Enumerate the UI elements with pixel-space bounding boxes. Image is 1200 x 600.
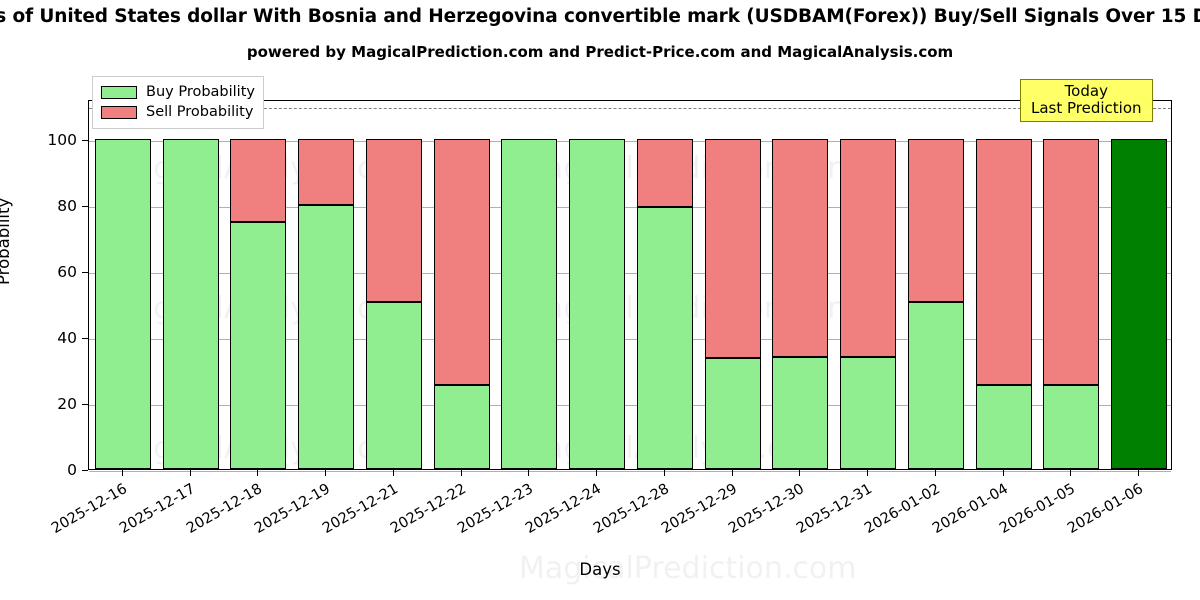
legend-label-buy: Buy Probability bbox=[146, 84, 255, 100]
legend-swatch-buy bbox=[101, 85, 137, 99]
x-tick-mark bbox=[257, 470, 259, 476]
bar-group[interactable] bbox=[298, 99, 355, 469]
bar-segment-buy[interactable] bbox=[365, 301, 422, 469]
chart-subtitle: powered by MagicalPrediction.com and Pre… bbox=[246, 43, 954, 61]
bar-segment-buy[interactable] bbox=[636, 206, 693, 469]
today-annotation: Today Last Prediction bbox=[1020, 79, 1153, 122]
bar-group[interactable] bbox=[704, 99, 761, 469]
y-tick-mark bbox=[82, 271, 88, 273]
bar-group[interactable] bbox=[772, 99, 829, 469]
x-tick-mark bbox=[1002, 470, 1004, 476]
x-tick-mark bbox=[934, 470, 936, 476]
gridline bbox=[89, 338, 1171, 340]
y-tick-mark bbox=[82, 205, 88, 207]
bar-segment-sell[interactable] bbox=[975, 138, 1032, 386]
y-tick-label: 40 bbox=[57, 328, 77, 347]
plot-area: MagicalAnalysis.comMagicalPrediction.com… bbox=[88, 100, 1172, 586]
legend-swatch-sell bbox=[101, 105, 137, 119]
gridline bbox=[89, 206, 1171, 208]
bar-segment-sell[interactable] bbox=[772, 138, 829, 357]
bar-group[interactable] bbox=[162, 99, 219, 469]
bar-segment-buy[interactable] bbox=[94, 138, 151, 469]
bar-segment-sell[interactable] bbox=[636, 138, 693, 207]
bar-segment-sell[interactable] bbox=[907, 138, 964, 302]
bar-group[interactable] bbox=[569, 99, 626, 469]
bar-segment-buy[interactable] bbox=[298, 204, 355, 469]
y-tick-label: 20 bbox=[57, 394, 77, 413]
bar-segment-buy[interactable] bbox=[162, 138, 219, 469]
bar-segment-buy[interactable] bbox=[772, 356, 829, 469]
y-tick-mark bbox=[82, 470, 88, 472]
gridline bbox=[89, 272, 1171, 274]
bar-group[interactable] bbox=[501, 99, 558, 469]
y-tick-mark bbox=[82, 337, 88, 339]
x-tick-mark bbox=[663, 470, 665, 476]
bar-group[interactable] bbox=[230, 99, 287, 469]
y-tick-label: 60 bbox=[57, 262, 77, 281]
x-tick-mark bbox=[392, 470, 394, 476]
legend-label-sell: Sell Probability bbox=[146, 104, 254, 120]
bar-segment-sell[interactable] bbox=[840, 138, 897, 357]
bar-segment-buy[interactable] bbox=[704, 357, 761, 469]
bar-segment-sell[interactable] bbox=[365, 138, 422, 302]
bar-segment-buy[interactable] bbox=[1043, 385, 1100, 469]
today-annotation-line2: Last Prediction bbox=[1031, 98, 1142, 117]
x-tick-mark bbox=[528, 470, 530, 476]
today-annotation-line1: Today bbox=[1064, 82, 1108, 100]
x-tick-mark bbox=[731, 470, 733, 476]
bar-segment-buy[interactable] bbox=[433, 385, 490, 469]
bar-segment-sell[interactable] bbox=[704, 138, 761, 358]
x-tick-mark bbox=[799, 470, 801, 476]
gridline bbox=[89, 471, 1171, 472]
legend-item-sell: Sell Probability bbox=[101, 102, 255, 122]
bar-group[interactable] bbox=[365, 99, 422, 469]
legend-item-buy: Buy Probability bbox=[101, 82, 255, 102]
bar-group[interactable] bbox=[1111, 99, 1168, 469]
bar-segment-buy[interactable] bbox=[501, 138, 558, 469]
bar-segment-sell[interactable] bbox=[433, 138, 490, 386]
bar-group[interactable] bbox=[636, 99, 693, 469]
bar-segment-today[interactable] bbox=[1111, 138, 1168, 469]
gridline bbox=[89, 140, 1171, 142]
x-tick-mark bbox=[596, 470, 598, 476]
y-tick-label: 80 bbox=[57, 196, 77, 215]
bar-segment-buy[interactable] bbox=[569, 138, 626, 469]
bar-group[interactable] bbox=[1043, 99, 1100, 469]
bar-layer bbox=[89, 101, 1171, 469]
x-tick-mark bbox=[460, 470, 462, 476]
x-tick-mark bbox=[1138, 470, 1140, 476]
reference-line bbox=[89, 107, 1171, 109]
chart-title: bilities of United States dollar With Bo… bbox=[0, 6, 1200, 27]
gridline bbox=[89, 404, 1171, 406]
bar-segment-sell[interactable] bbox=[1043, 138, 1100, 386]
bar-segment-sell[interactable] bbox=[298, 138, 355, 205]
bar-group[interactable] bbox=[907, 99, 964, 469]
x-axis-label: Days bbox=[579, 560, 621, 579]
y-tick-mark bbox=[82, 139, 88, 141]
x-tick-mark bbox=[867, 470, 869, 476]
y-tick-mark bbox=[82, 403, 88, 406]
bar-segment-buy[interactable] bbox=[907, 301, 964, 469]
y-tick-label: 0 bbox=[67, 461, 77, 479]
bar-segment-buy[interactable] bbox=[230, 222, 287, 469]
x-tick-mark bbox=[121, 470, 123, 476]
chart-legend: Buy Probability Sell Probability bbox=[92, 76, 264, 129]
bar-group[interactable] bbox=[433, 99, 490, 469]
bar-segment-buy[interactable] bbox=[840, 356, 897, 469]
bar-segment-sell[interactable] bbox=[230, 138, 287, 223]
bar-group[interactable] bbox=[840, 99, 897, 469]
x-tick-mark bbox=[1070, 470, 1072, 476]
bar-group[interactable] bbox=[975, 99, 1032, 469]
x-tick-mark bbox=[189, 470, 191, 476]
y-tick-label: 100 bbox=[47, 130, 77, 149]
x-tick-mark bbox=[325, 470, 327, 476]
bar-group[interactable] bbox=[94, 99, 151, 469]
bar-segment-buy[interactable] bbox=[975, 385, 1032, 469]
y-axis-label: Probability bbox=[0, 197, 13, 285]
